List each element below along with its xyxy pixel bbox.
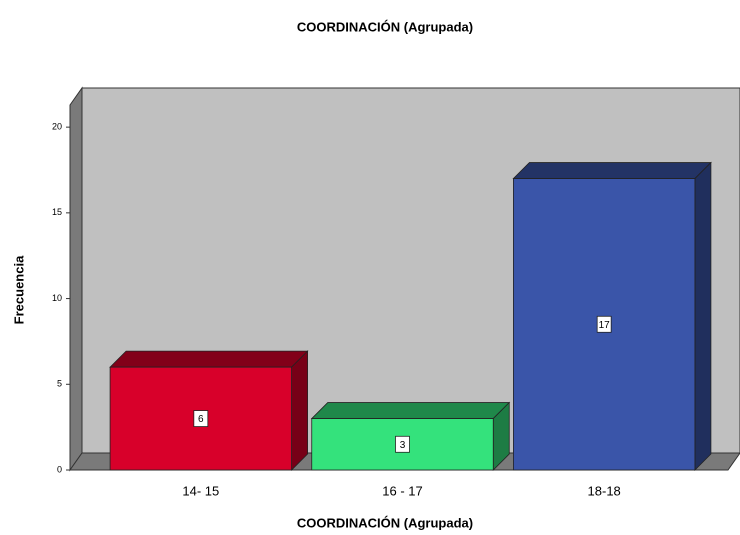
y-tick-label: 15	[52, 207, 62, 217]
value-label-box	[596, 315, 612, 333]
x-tick-label: 16 - 17	[382, 483, 422, 498]
y-tick-label: 5	[57, 379, 62, 389]
value-label: 3	[400, 440, 406, 451]
x-axis-label: COORDINACIÓN (Agrupada)	[297, 515, 473, 530]
bar-top	[109, 350, 309, 368]
value-label-box	[193, 410, 209, 427]
value-label: 17	[599, 320, 611, 331]
value-label: 6	[198, 414, 204, 425]
y-axis-label: Frecuencia	[11, 255, 26, 324]
chart-title: COORDINACIÓN (Agrupada)	[297, 19, 473, 34]
bar-top	[310, 402, 511, 419]
bar-side	[694, 161, 712, 471]
bar-top	[512, 162, 712, 179]
side-wall	[69, 86, 83, 472]
y-tick-label: 0	[57, 464, 62, 474]
bar-side	[291, 350, 308, 471]
x-tick-label: 14- 15	[182, 483, 219, 498]
x-tick-label: 18-18	[588, 483, 621, 498]
y-tick-label: 20	[52, 122, 62, 132]
value-label-box	[395, 435, 410, 453]
y-tick-label: 10	[52, 293, 62, 303]
